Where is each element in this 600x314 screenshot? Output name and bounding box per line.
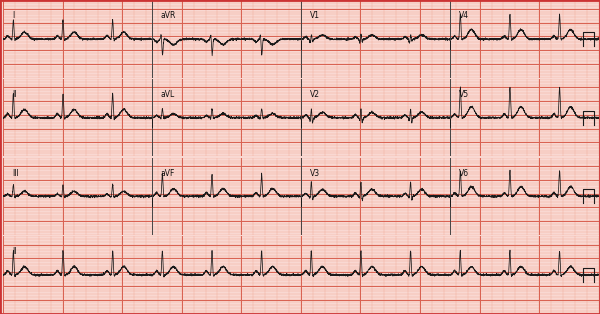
Text: III: III	[12, 169, 19, 177]
Text: V5: V5	[459, 90, 469, 99]
Text: V3: V3	[310, 169, 320, 177]
Text: V6: V6	[459, 169, 469, 177]
Text: V1: V1	[310, 11, 320, 20]
Text: aVF: aVF	[161, 169, 175, 177]
Text: II: II	[12, 90, 16, 99]
Text: V2: V2	[310, 90, 320, 99]
Text: II: II	[12, 247, 16, 256]
Text: aVL: aVL	[161, 90, 175, 99]
Text: V4: V4	[459, 11, 469, 20]
Text: aVR: aVR	[161, 11, 176, 20]
Text: I: I	[12, 11, 14, 20]
